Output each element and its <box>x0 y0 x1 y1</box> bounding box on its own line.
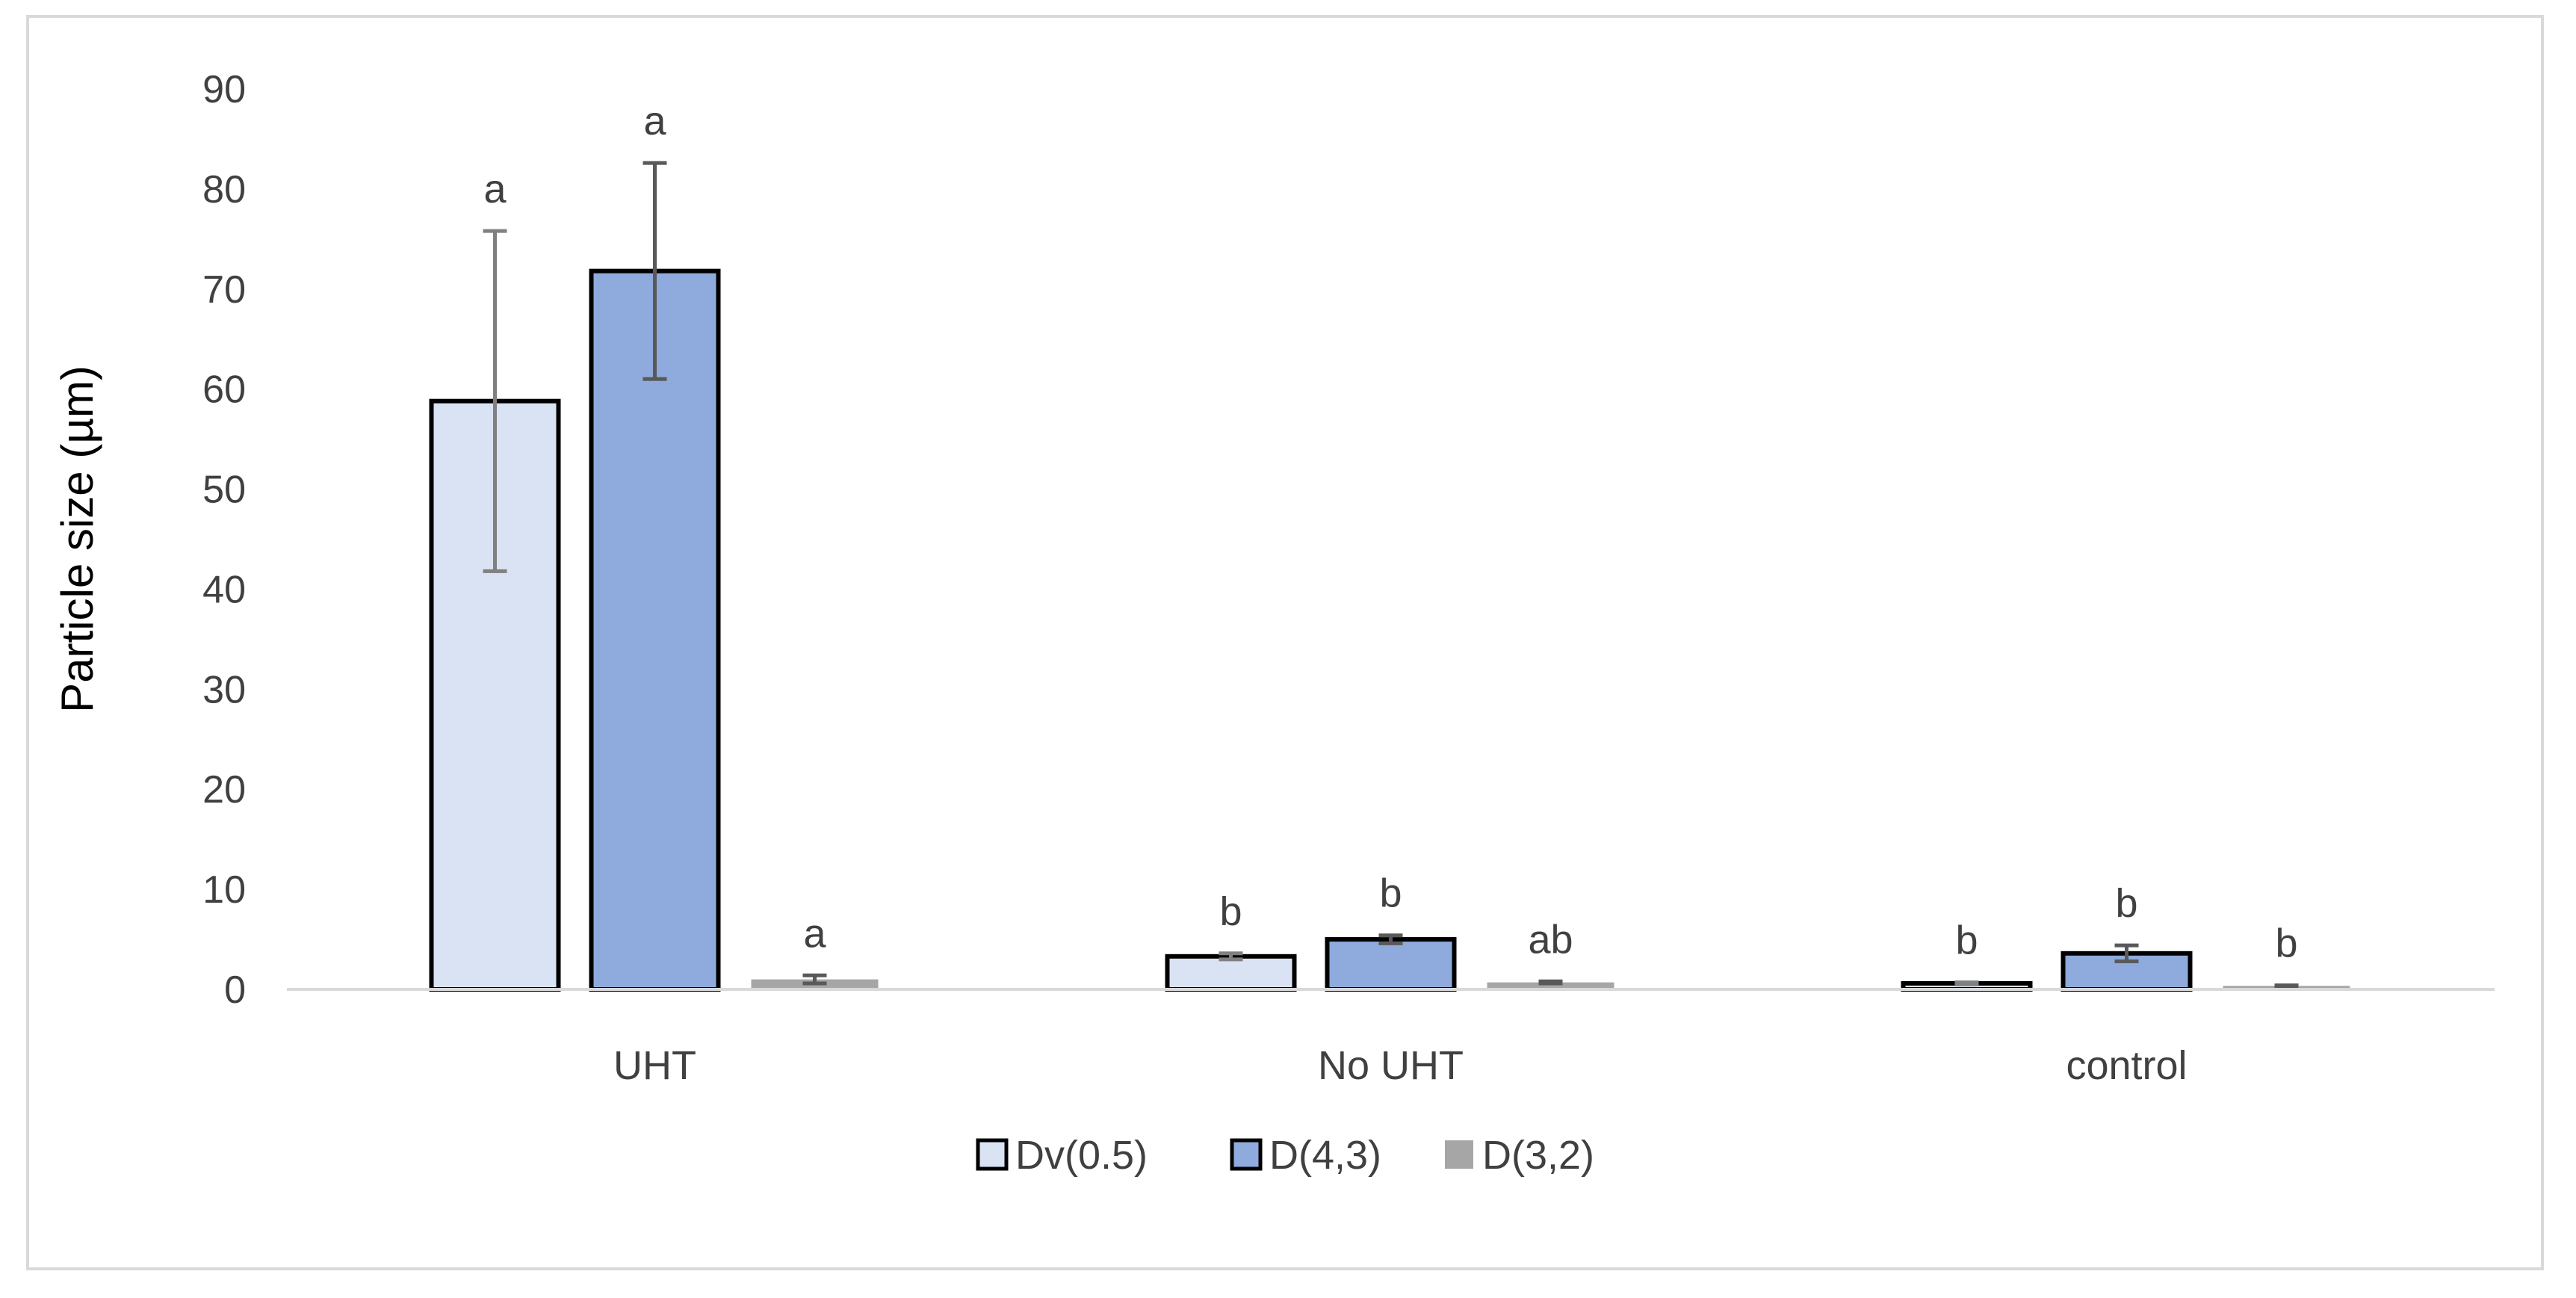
significance-letter: b <box>2115 881 2137 926</box>
error-bar <box>802 973 827 986</box>
y-tick-label: 30 <box>202 668 246 711</box>
y-tick-label: 60 <box>202 368 246 412</box>
significance-letter: a <box>643 99 666 143</box>
legend-label: Dv(0.5) <box>1015 1133 1148 1178</box>
x-category-label: control <box>2066 1043 2187 1088</box>
error-bar <box>1378 933 1403 945</box>
significance-letter: b <box>1379 871 1402 916</box>
chart-frame: 0 10 20 30 40 50 60 70 80 90 a a a b b ab b b b UHT No UHT… <box>26 15 2544 1270</box>
y-tick-label: 10 <box>202 868 246 912</box>
x-axis-categories: UHT No UHT control <box>613 1043 2188 1088</box>
error-bar <box>643 161 667 381</box>
legend-swatch <box>1230 1138 1263 1171</box>
error-bars-layer <box>483 161 2299 989</box>
y-tick-label: 70 <box>202 268 246 312</box>
bar-Dv(0.5) <box>1165 954 1297 992</box>
x-category-label: UHT <box>613 1043 696 1088</box>
y-tick-label: 50 <box>202 469 246 512</box>
significance-letter: b <box>2275 921 2297 966</box>
legend-swatch <box>1445 1140 1473 1169</box>
error-bar <box>483 229 507 573</box>
x-category-label: No UHT <box>1318 1043 1464 1088</box>
y-tick-label: 90 <box>202 68 246 111</box>
y-tick-label: 20 <box>202 768 246 812</box>
y-tick-label: 40 <box>202 568 246 611</box>
significance-letters-layer: aaa b bab bbb <box>483 99 2297 966</box>
y-tick-label: 80 <box>202 168 246 211</box>
error-bar <box>1538 979 1563 986</box>
y-tick-label: 0 <box>224 968 246 1012</box>
y-axis-ticks: 0 10 20 30 40 50 60 70 80 90 <box>202 68 246 1012</box>
bar-D(3,2) <box>1487 982 1614 989</box>
significance-letter: a <box>483 167 507 211</box>
legend: Dv(0.5) D(4,3) D(3,2) <box>976 1133 1594 1178</box>
significance-letter: b <box>1955 918 1978 963</box>
legend-swatch <box>976 1138 1009 1171</box>
error-bar <box>1954 980 1979 986</box>
legend-label: D(3,2) <box>1482 1133 1594 1178</box>
significance-letter: a <box>803 911 826 956</box>
legend-label: D(4,3) <box>1269 1133 1381 1178</box>
significance-letter: b <box>1219 889 1242 934</box>
y-axis-label: Particle size (µm) <box>52 365 102 713</box>
significance-letter: ab <box>1528 917 1573 962</box>
error-bar <box>2114 943 2139 964</box>
bar-D(4,3) <box>1325 937 1457 992</box>
error-bar <box>1219 951 1243 962</box>
bar-D(4,3) <box>589 268 721 992</box>
